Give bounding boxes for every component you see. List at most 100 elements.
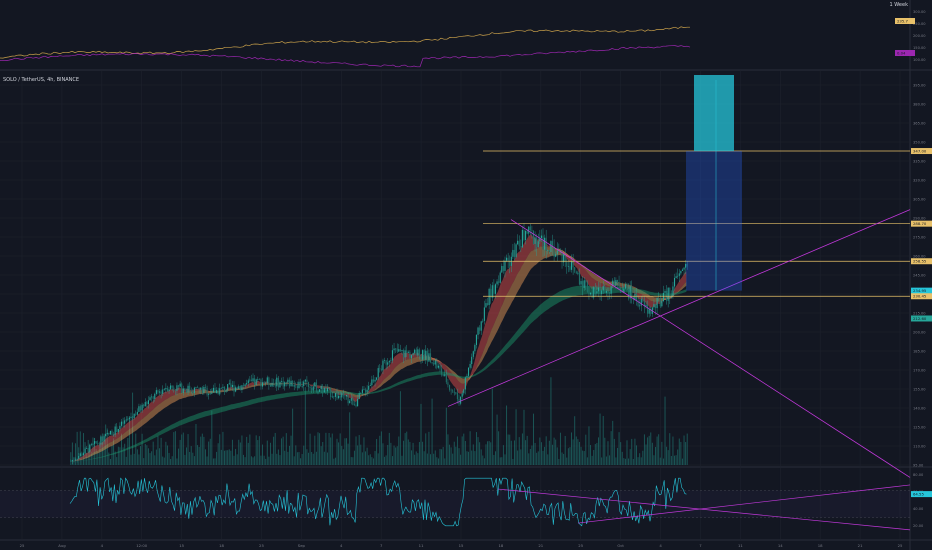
candle-body — [673, 277, 676, 287]
price-tick-label: 200.00 — [913, 331, 926, 335]
candles[interactable] — [70, 223, 688, 465]
candle-body — [433, 363, 435, 365]
volume-bar — [277, 449, 279, 465]
candle-body — [117, 429, 119, 432]
candle-body — [677, 275, 679, 277]
volume-bar — [114, 451, 116, 465]
candle-body — [610, 286, 612, 294]
volume-bar — [518, 437, 520, 465]
volume-bar — [358, 435, 360, 465]
volume-bar — [425, 433, 427, 465]
candle-body — [331, 396, 333, 398]
volume-bar — [404, 433, 406, 465]
candle-body — [132, 416, 134, 418]
volume-bar — [247, 442, 249, 465]
candle-body — [520, 246, 522, 248]
volume-bar — [658, 434, 660, 465]
candle-body — [437, 365, 439, 368]
volume-bar — [238, 439, 240, 465]
top-indicator-pane[interactable] — [0, 26, 691, 68]
volume-bar — [376, 439, 378, 465]
candle-body — [185, 389, 188, 393]
volume-bar — [374, 451, 376, 465]
volume-bar — [144, 443, 146, 465]
candle-body — [564, 254, 566, 262]
price-tick-label: 95.00 — [913, 464, 924, 468]
candle-body — [274, 383, 276, 387]
price-tick-label: 380.00 — [913, 103, 926, 107]
volume-bar — [407, 439, 409, 465]
volume-bar — [686, 433, 688, 465]
candle-body — [548, 250, 550, 253]
volume-bar — [132, 392, 134, 465]
candle-body — [420, 355, 422, 360]
candle-body — [374, 379, 376, 382]
volume-bar — [480, 449, 482, 465]
volume-bar — [308, 452, 309, 465]
rsi-pane[interactable] — [0, 477, 911, 531]
candle-body — [84, 448, 86, 454]
volume-bar — [285, 433, 287, 465]
candle-body — [238, 386, 240, 389]
candle-body — [387, 362, 389, 365]
volume-bar — [355, 436, 357, 465]
volume-bar — [548, 440, 550, 465]
candle-body — [200, 387, 202, 390]
volume-bar — [344, 438, 346, 465]
volume-bar — [667, 450, 669, 465]
drawings[interactable] — [447, 75, 911, 478]
candle-body — [341, 393, 343, 398]
volume-bar — [583, 451, 585, 465]
candle-body — [120, 421, 123, 426]
candle-body — [436, 360, 438, 368]
candle-body — [206, 387, 208, 395]
top-tag-label: 235.7 — [897, 19, 908, 24]
volume-bar — [655, 446, 656, 465]
volume-bar — [262, 444, 264, 465]
volume-bar — [116, 457, 118, 465]
candle-body — [87, 448, 89, 452]
candle-body — [531, 229, 533, 231]
volume-bar — [265, 458, 267, 465]
candle-body — [97, 442, 99, 444]
volume-bar — [205, 449, 206, 465]
candle-body — [371, 379, 373, 386]
volume-bar — [620, 442, 622, 465]
candle-body — [455, 392, 457, 394]
volume-bar — [390, 442, 392, 465]
volume-bar — [621, 451, 623, 465]
candle-body — [227, 384, 229, 391]
volume-bar — [121, 433, 122, 465]
volume-bar — [605, 456, 607, 465]
candle-body — [618, 283, 620, 289]
volume-bar — [479, 442, 481, 465]
volume-bar — [95, 448, 97, 465]
volume-bar — [539, 437, 541, 465]
candle-body — [239, 386, 241, 390]
candle-body — [197, 387, 199, 388]
volume-bar — [136, 449, 138, 465]
candle-body — [242, 385, 245, 387]
volume-bar — [434, 450, 436, 465]
candle-body — [634, 293, 636, 300]
candle-body — [368, 385, 370, 390]
candle-body — [158, 391, 161, 393]
candle-body — [426, 350, 428, 362]
candle-body — [366, 389, 368, 393]
candle-body — [532, 230, 535, 244]
candle-body — [383, 360, 386, 361]
candle-body — [626, 284, 628, 289]
candle-body — [152, 396, 154, 399]
volume-bar — [159, 448, 161, 465]
rsi-trendline-down — [497, 488, 911, 531]
candle-body — [247, 380, 249, 384]
volume-bar — [659, 457, 661, 465]
volume-bar — [604, 437, 606, 465]
candle-body — [94, 441, 96, 444]
volume-bar — [456, 436, 458, 465]
candle-body — [376, 377, 378, 380]
candle-body — [209, 393, 211, 395]
volume-bar — [336, 438, 338, 465]
candle-body — [561, 251, 563, 263]
